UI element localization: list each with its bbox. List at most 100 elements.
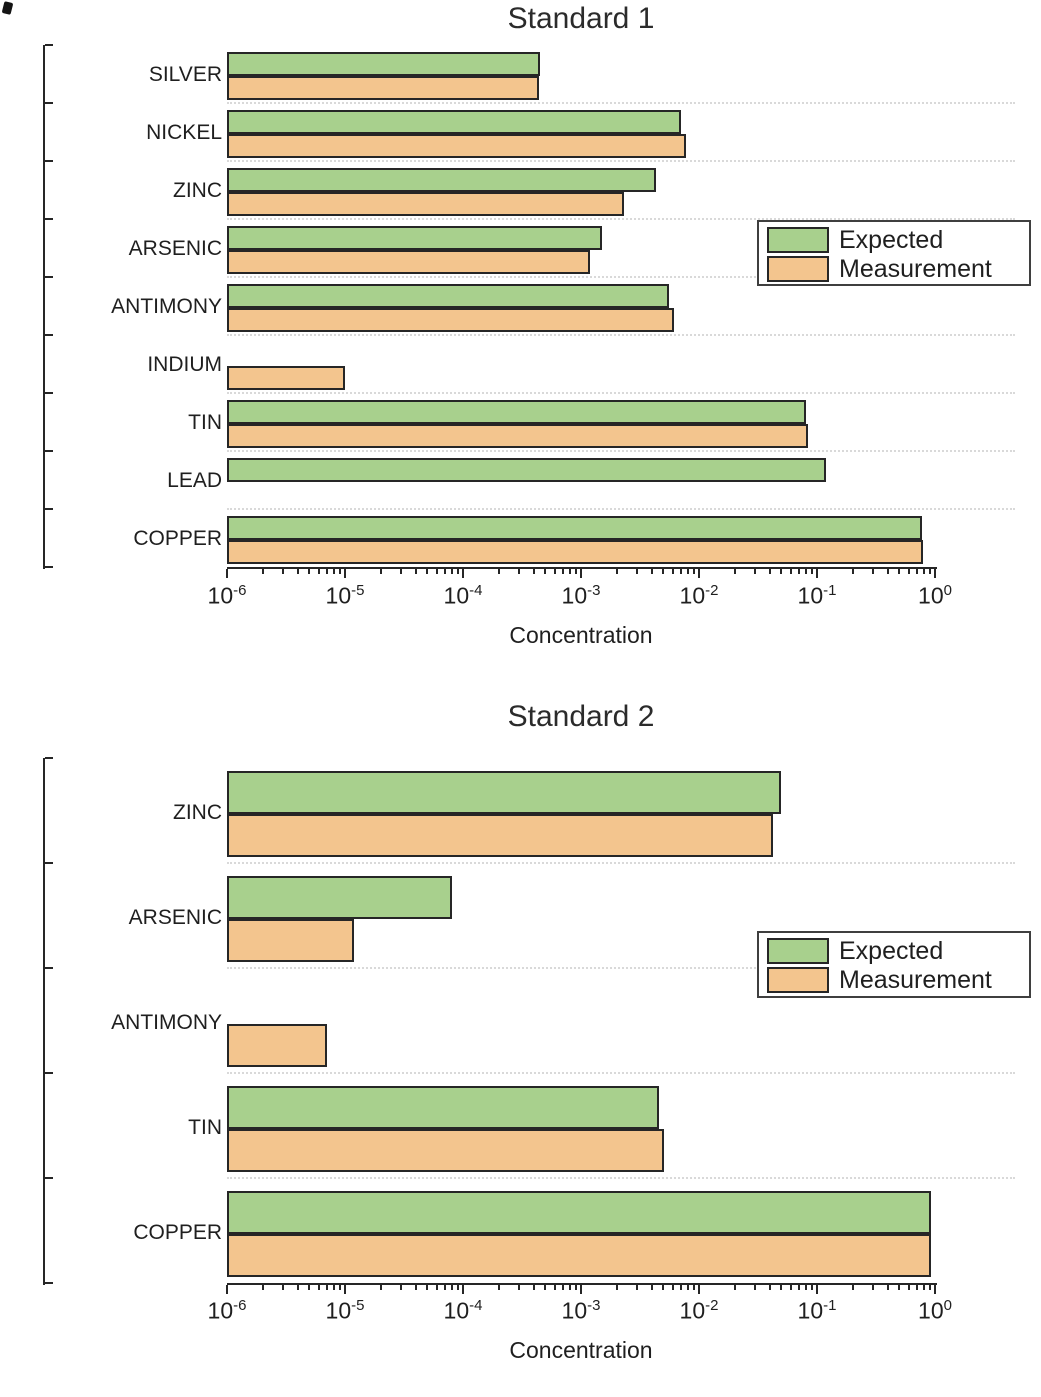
- x-axis-minor-tick: [574, 1285, 577, 1290]
- x-axis-minor-tick: [789, 1285, 792, 1290]
- bar-measurement-antimony: [227, 308, 674, 332]
- x-axis-minor-tick: [497, 1285, 500, 1290]
- x-tick-label: 100: [918, 582, 952, 609]
- x-axis-minor-tick: [338, 569, 341, 574]
- gridline: [227, 1177, 1015, 1179]
- gridline: [227, 102, 1015, 104]
- x-tick-label: 10-2: [679, 1297, 719, 1324]
- legend-item-measurement: Measurement: [767, 967, 1029, 993]
- x-tick-label: 10-1: [797, 1297, 837, 1324]
- x-axis-minor-tick: [332, 1285, 335, 1290]
- y-axis-tick: [45, 334, 53, 336]
- x-axis-major-tick: [344, 569, 346, 578]
- bar-measurement-silver: [227, 76, 539, 100]
- x-axis-major-tick: [344, 1285, 346, 1294]
- corner-artifact: [1, 1, 14, 15]
- x-tick-label: 10-4: [443, 1297, 483, 1324]
- x-axis-minor-tick: [568, 569, 571, 574]
- bar-expected-arsenic: [227, 226, 602, 250]
- gridline: [227, 450, 1015, 452]
- x-axis-minor-tick: [915, 569, 918, 574]
- x-axis-minor-tick: [754, 1285, 757, 1290]
- x-axis-minor-tick: [851, 1285, 854, 1290]
- bar-expected-tin: [227, 1086, 660, 1129]
- x-axis-minor-tick: [872, 1285, 875, 1290]
- bar-expected-zinc: [227, 168, 656, 192]
- y-axis-tick: [45, 160, 53, 162]
- x-axis-minor-tick: [671, 569, 674, 574]
- bar-expected-tin: [227, 400, 806, 424]
- x-axis-minor-tick: [898, 1285, 901, 1290]
- bar-measurement-tin: [227, 1129, 665, 1172]
- x-axis-minor-tick: [898, 569, 901, 574]
- bar-expected-arsenic: [227, 876, 452, 919]
- x-axis-minor-tick: [797, 569, 800, 574]
- x-axis-minor-tick: [754, 569, 757, 574]
- gridline: [227, 276, 1015, 278]
- x-axis-minor-tick: [769, 1285, 772, 1290]
- x-axis-minor-tick: [443, 569, 446, 574]
- y-axis-tick: [45, 450, 53, 452]
- category-label-silver: SILVER: [148, 63, 222, 86]
- legend-swatch-measurement-icon: [767, 256, 829, 282]
- y-axis-tick: [45, 1282, 53, 1284]
- gridline: [227, 862, 1015, 864]
- category-label-tin: TIN: [188, 1116, 222, 1139]
- bar-expected-antimony: [227, 284, 670, 308]
- x-axis-minor-tick: [308, 569, 311, 574]
- x-axis-minor-tick: [553, 569, 556, 574]
- x-axis-minor-tick: [450, 569, 453, 574]
- x-axis-minor-tick: [804, 1285, 807, 1290]
- x-axis-minor-tick: [282, 1285, 285, 1290]
- bar-measurement-copper: [227, 540, 923, 564]
- y-axis-tick: [45, 967, 53, 969]
- x-axis-minor-tick: [518, 569, 521, 574]
- y-axis-tick: [45, 1072, 53, 1074]
- category-label-arsenic: ARSENIC: [128, 906, 222, 929]
- x-axis-minor-tick: [338, 1285, 341, 1290]
- x-axis-minor-tick: [769, 569, 772, 574]
- y-axis-tick: [45, 44, 53, 46]
- x-tick-label: 10-3: [561, 582, 601, 609]
- x-axis-minor-tick: [789, 569, 792, 574]
- x-tick-label: 10-6: [207, 582, 247, 609]
- bar-expected-lead: [227, 458, 827, 482]
- y-axis-tick: [45, 276, 53, 278]
- gridline: [227, 508, 1015, 510]
- x-axis-minor-tick: [297, 569, 300, 574]
- x-tick-label: 10-1: [797, 582, 837, 609]
- x-axis-minor-tick: [435, 569, 438, 574]
- legend-item-expected: Expected: [767, 938, 1029, 964]
- legend-label-measurement: Measurement: [839, 255, 992, 283]
- x-axis-minor-tick: [922, 569, 925, 574]
- x-tick-label: 10-3: [561, 1297, 601, 1324]
- category-label-antimony: ANTIMONY: [111, 295, 222, 318]
- bar-measurement-indium: [227, 366, 345, 390]
- category-label-indium: INDIUM: [147, 353, 222, 376]
- x-axis-minor-tick: [379, 569, 382, 574]
- x-axis-minor-tick: [443, 1285, 446, 1290]
- bar-expected-copper: [227, 1191, 932, 1234]
- gridline: [227, 334, 1015, 336]
- x-axis-minor-tick: [780, 1285, 783, 1290]
- y-axis-tick: [45, 218, 53, 220]
- category-label-arsenic: ARSENIC: [128, 237, 222, 260]
- x-axis-major-tick: [698, 1285, 700, 1294]
- x-axis-minor-tick: [651, 1285, 654, 1290]
- x-axis-minor-tick: [308, 1285, 311, 1290]
- x-axis-minor-tick: [325, 1285, 328, 1290]
- category-label-antimony: ANTIMONY: [111, 1011, 222, 1034]
- x-axis-line: [227, 567, 937, 569]
- x-axis-minor-tick: [456, 569, 459, 574]
- gridline: [227, 1072, 1015, 1074]
- x-axis-minor-tick: [497, 569, 500, 574]
- x-axis-minor-tick: [544, 1285, 547, 1290]
- bar-expected-silver: [227, 52, 541, 76]
- x-axis-minor-tick: [810, 569, 813, 574]
- y-axis-tick: [45, 508, 53, 510]
- x-tick-label: 10-5: [325, 1297, 365, 1324]
- x-axis-minor-tick: [415, 1285, 418, 1290]
- x-axis-minor-tick: [518, 1285, 521, 1290]
- x-axis-minor-tick: [435, 1285, 438, 1290]
